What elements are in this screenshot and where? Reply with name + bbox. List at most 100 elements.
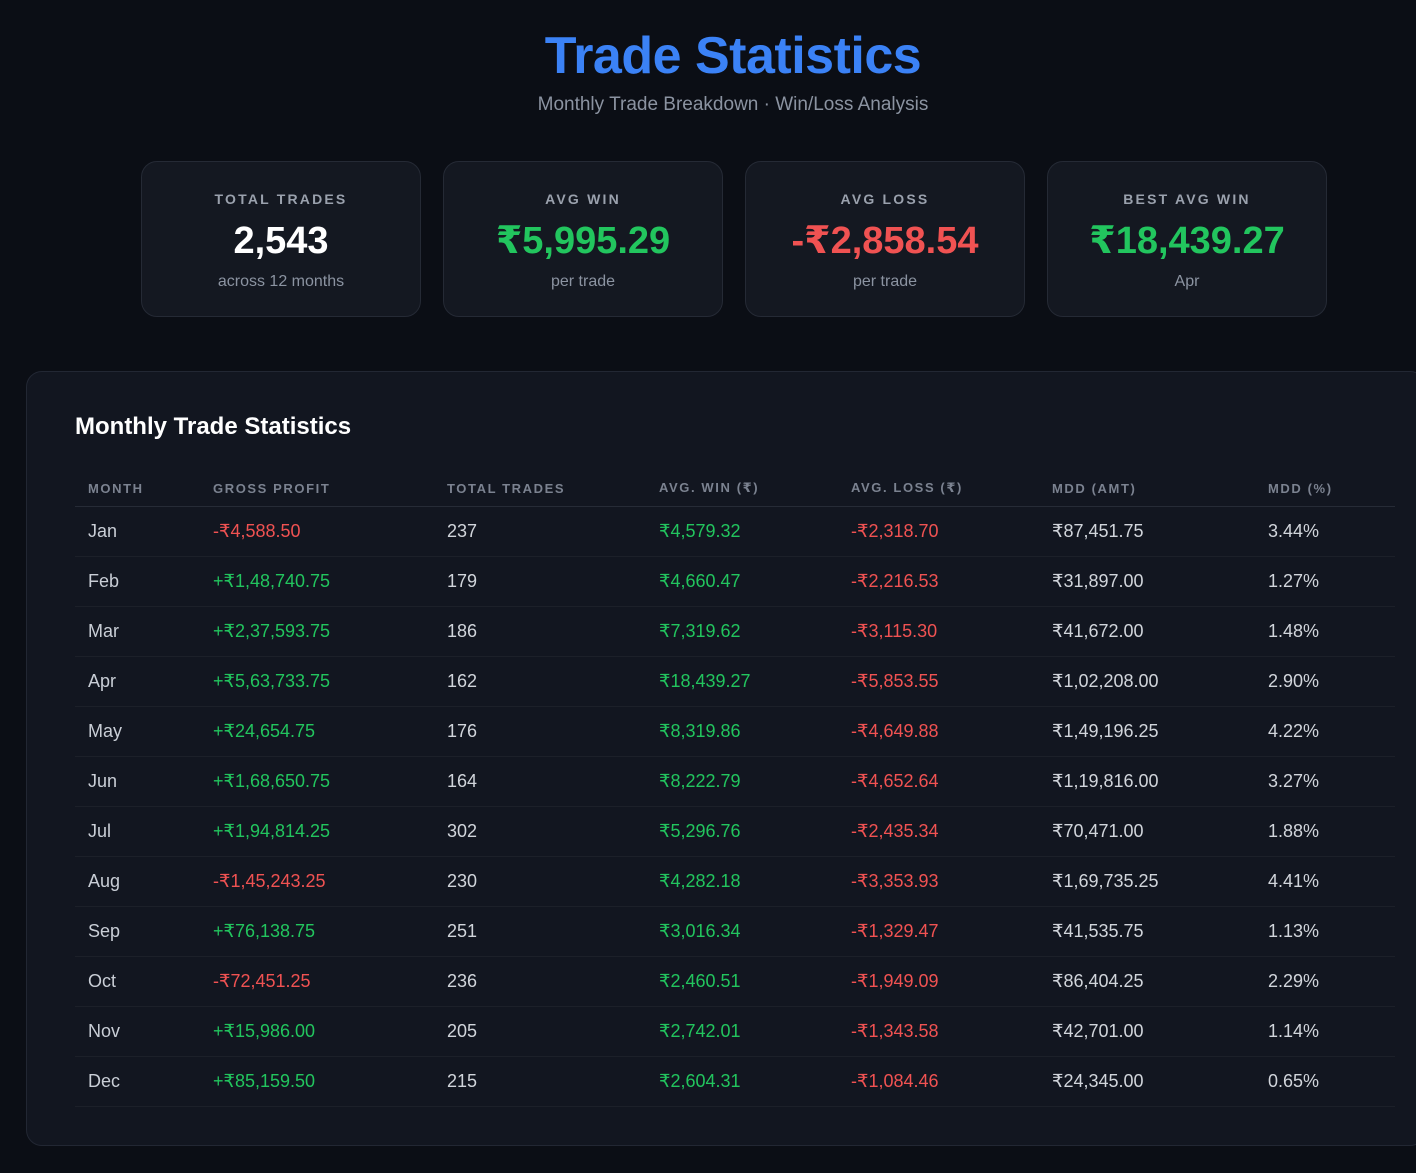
cell-month: Nov xyxy=(75,1006,200,1057)
table-header-row: MONTH GROSS PROFIT TOTAL TRADES AVG. WIN… xyxy=(75,471,1395,507)
cell-avg-loss: -₹2,318.70 xyxy=(838,506,1039,557)
cell-month: Oct xyxy=(75,956,200,1007)
cell-avg-loss: -₹5,853.55 xyxy=(838,656,1039,707)
cell-avg-win: ₹4,660.47 xyxy=(646,556,838,607)
table-row: Feb +₹1,48,740.75 179 ₹4,660.47 -₹2,216.53 ₹3… xyxy=(75,556,1395,607)
card-total-trades: TOTAL TRADES 2,543 across 12 months xyxy=(141,161,421,317)
cell-mdd-pct: 1.14% xyxy=(1255,1006,1395,1057)
cell-month: May xyxy=(75,706,200,757)
cell-total-trades: 251 xyxy=(434,906,646,957)
cell-avg-loss: -₹3,353.93 xyxy=(838,856,1039,907)
cell-mdd-pct: 1.88% xyxy=(1255,806,1395,857)
cell-avg-loss: -₹4,649.88 xyxy=(838,706,1039,757)
cell-gross-profit: +₹1,94,814.25 xyxy=(200,806,434,857)
card-best-avg-win: BEST AVG WIN ₹18,439.27 Apr xyxy=(1047,161,1327,317)
cell-avg-loss: -₹1,329.47 xyxy=(838,906,1039,957)
cell-avg-win: ₹3,016.34 xyxy=(646,906,838,957)
cell-avg-win: ₹2,742.01 xyxy=(646,1006,838,1057)
cell-mdd-pct: 3.27% xyxy=(1255,756,1395,807)
cell-avg-loss: -₹2,435.34 xyxy=(838,806,1039,857)
cell-avg-loss: -₹3,115.30 xyxy=(838,606,1039,657)
cell-avg-loss: -₹1,084.46 xyxy=(838,1056,1039,1107)
page-header: Trade Statistics Monthly Trade Breakdown… xyxy=(0,26,1416,117)
cell-gross-profit: +₹76,138.75 xyxy=(200,906,434,957)
cell-gross-profit: +₹24,654.75 xyxy=(200,706,434,757)
cell-month: Feb xyxy=(75,556,200,607)
cell-total-trades: 162 xyxy=(434,656,646,707)
cell-total-trades: 179 xyxy=(434,556,646,607)
cell-gross-profit: -₹72,451.25 xyxy=(200,956,434,1007)
cell-mdd-pct: 4.22% xyxy=(1255,706,1395,757)
cell-avg-loss: -₹1,343.58 xyxy=(838,1006,1039,1057)
cell-gross-profit: +₹85,159.50 xyxy=(200,1056,434,1107)
cell-month: Dec xyxy=(75,1056,200,1107)
cell-avg-loss: -₹1,949.09 xyxy=(838,956,1039,1007)
cell-mdd-amt: ₹1,49,196.25 xyxy=(1039,706,1255,757)
cell-mdd-amt: ₹87,451.75 xyxy=(1039,506,1255,557)
cell-gross-profit: +₹2,37,593.75 xyxy=(200,606,434,657)
cell-total-trades: 237 xyxy=(434,506,646,557)
card-value: ₹5,995.29 xyxy=(495,220,671,262)
cell-avg-win: ₹4,579.32 xyxy=(646,506,838,557)
column-header-mdd-pct: MDD (%) xyxy=(1255,471,1395,507)
card-avg-loss: AVG LOSS -₹2,858.54 per trade xyxy=(745,161,1025,317)
cell-gross-profit: +₹15,986.00 xyxy=(200,1006,434,1057)
cell-total-trades: 176 xyxy=(434,706,646,757)
cell-mdd-pct: 1.13% xyxy=(1255,906,1395,957)
table-row: Jul +₹1,94,814.25 302 ₹5,296.76 -₹2,435.34 ₹7… xyxy=(75,806,1395,857)
cell-gross-profit: -₹4,588.50 xyxy=(200,506,434,557)
cell-mdd-amt: ₹31,897.00 xyxy=(1039,556,1255,607)
page-subtitle: Monthly Trade Breakdown · Win/Loss Analy… xyxy=(537,94,929,115)
cell-avg-loss: -₹4,652.64 xyxy=(838,756,1039,807)
cell-month: Apr xyxy=(75,656,200,707)
card-value: -₹2,858.54 xyxy=(791,220,979,262)
cell-total-trades: 186 xyxy=(434,606,646,657)
card-label: AVG WIN xyxy=(545,191,621,207)
card-sub: Apr xyxy=(1174,273,1200,290)
card-sub: across 12 months xyxy=(217,273,345,290)
table-body: Jan -₹4,588.50 237 ₹4,579.32 -₹2,318.70 ₹87,4… xyxy=(75,506,1395,1107)
cell-gross-profit: -₹1,45,243.25 xyxy=(200,856,434,907)
cell-month: Jul xyxy=(75,806,200,857)
column-header-total-trades: TOTAL TRADES xyxy=(434,471,646,507)
cell-mdd-pct: 1.48% xyxy=(1255,606,1395,657)
cell-total-trades: 205 xyxy=(434,1006,646,1057)
cell-avg-win: ₹2,604.31 xyxy=(646,1056,838,1107)
cell-gross-profit: +₹1,48,740.75 xyxy=(200,556,434,607)
cell-mdd-amt: ₹1,69,735.25 xyxy=(1039,856,1255,907)
cell-avg-win: ₹2,460.51 xyxy=(646,956,838,1007)
table-row: Nov +₹15,986.00 205 ₹2,742.01 -₹1,343.58 ₹42,… xyxy=(75,1006,1395,1057)
card-value: ₹18,439.27 xyxy=(1089,220,1285,262)
cell-mdd-amt: ₹1,19,816.00 xyxy=(1039,756,1255,807)
cell-mdd-pct: 3.44% xyxy=(1255,506,1395,557)
cell-mdd-pct: 2.90% xyxy=(1255,656,1395,707)
table-row: Dec +₹85,159.50 215 ₹2,604.31 -₹1,084.46 ₹24,… xyxy=(75,1056,1395,1107)
cell-gross-profit: +₹1,68,650.75 xyxy=(200,756,434,807)
table-row: Jun +₹1,68,650.75 164 ₹8,222.79 -₹4,652.64 ₹1… xyxy=(75,756,1395,807)
card-label: AVG LOSS xyxy=(840,191,930,207)
card-label: BEST AVG WIN xyxy=(1123,191,1251,207)
cell-month: Sep xyxy=(75,906,200,957)
column-header-avg-win: AVG. WIN (₹) xyxy=(646,471,838,507)
table-row: Oct -₹72,451.25 236 ₹2,460.51 -₹1,949.09 ₹86,… xyxy=(75,956,1395,1007)
column-header-avg-loss: AVG. LOSS (₹) xyxy=(838,471,1039,507)
cell-mdd-amt: ₹24,345.00 xyxy=(1039,1056,1255,1107)
cell-mdd-pct: 1.27% xyxy=(1255,556,1395,607)
cell-avg-win: ₹18,439.27 xyxy=(646,656,838,707)
card-avg-win: AVG WIN ₹5,995.29 per trade xyxy=(443,161,723,317)
cell-mdd-amt: ₹86,404.25 xyxy=(1039,956,1255,1007)
cell-mdd-pct: 2.29% xyxy=(1255,956,1395,1007)
card-label: TOTAL TRADES xyxy=(214,191,348,207)
column-header-month: MONTH xyxy=(75,471,200,507)
card-sub: per trade xyxy=(852,273,918,290)
cell-month: Jan xyxy=(75,506,200,557)
table-row: May +₹24,654.75 176 ₹8,319.86 -₹4,649.88 ₹1,4… xyxy=(75,706,1395,757)
cell-avg-win: ₹8,319.86 xyxy=(646,706,838,757)
cell-mdd-amt: ₹1,02,208.00 xyxy=(1039,656,1255,707)
cell-mdd-amt: ₹41,535.75 xyxy=(1039,906,1255,957)
table-row: Aug -₹1,45,243.25 230 ₹4,282.18 -₹3,353.93 ₹1… xyxy=(75,856,1395,907)
card-sub: per trade xyxy=(550,273,616,290)
cell-gross-profit: +₹5,63,733.75 xyxy=(200,656,434,707)
cell-total-trades: 230 xyxy=(434,856,646,907)
cell-month: Jun xyxy=(75,756,200,807)
